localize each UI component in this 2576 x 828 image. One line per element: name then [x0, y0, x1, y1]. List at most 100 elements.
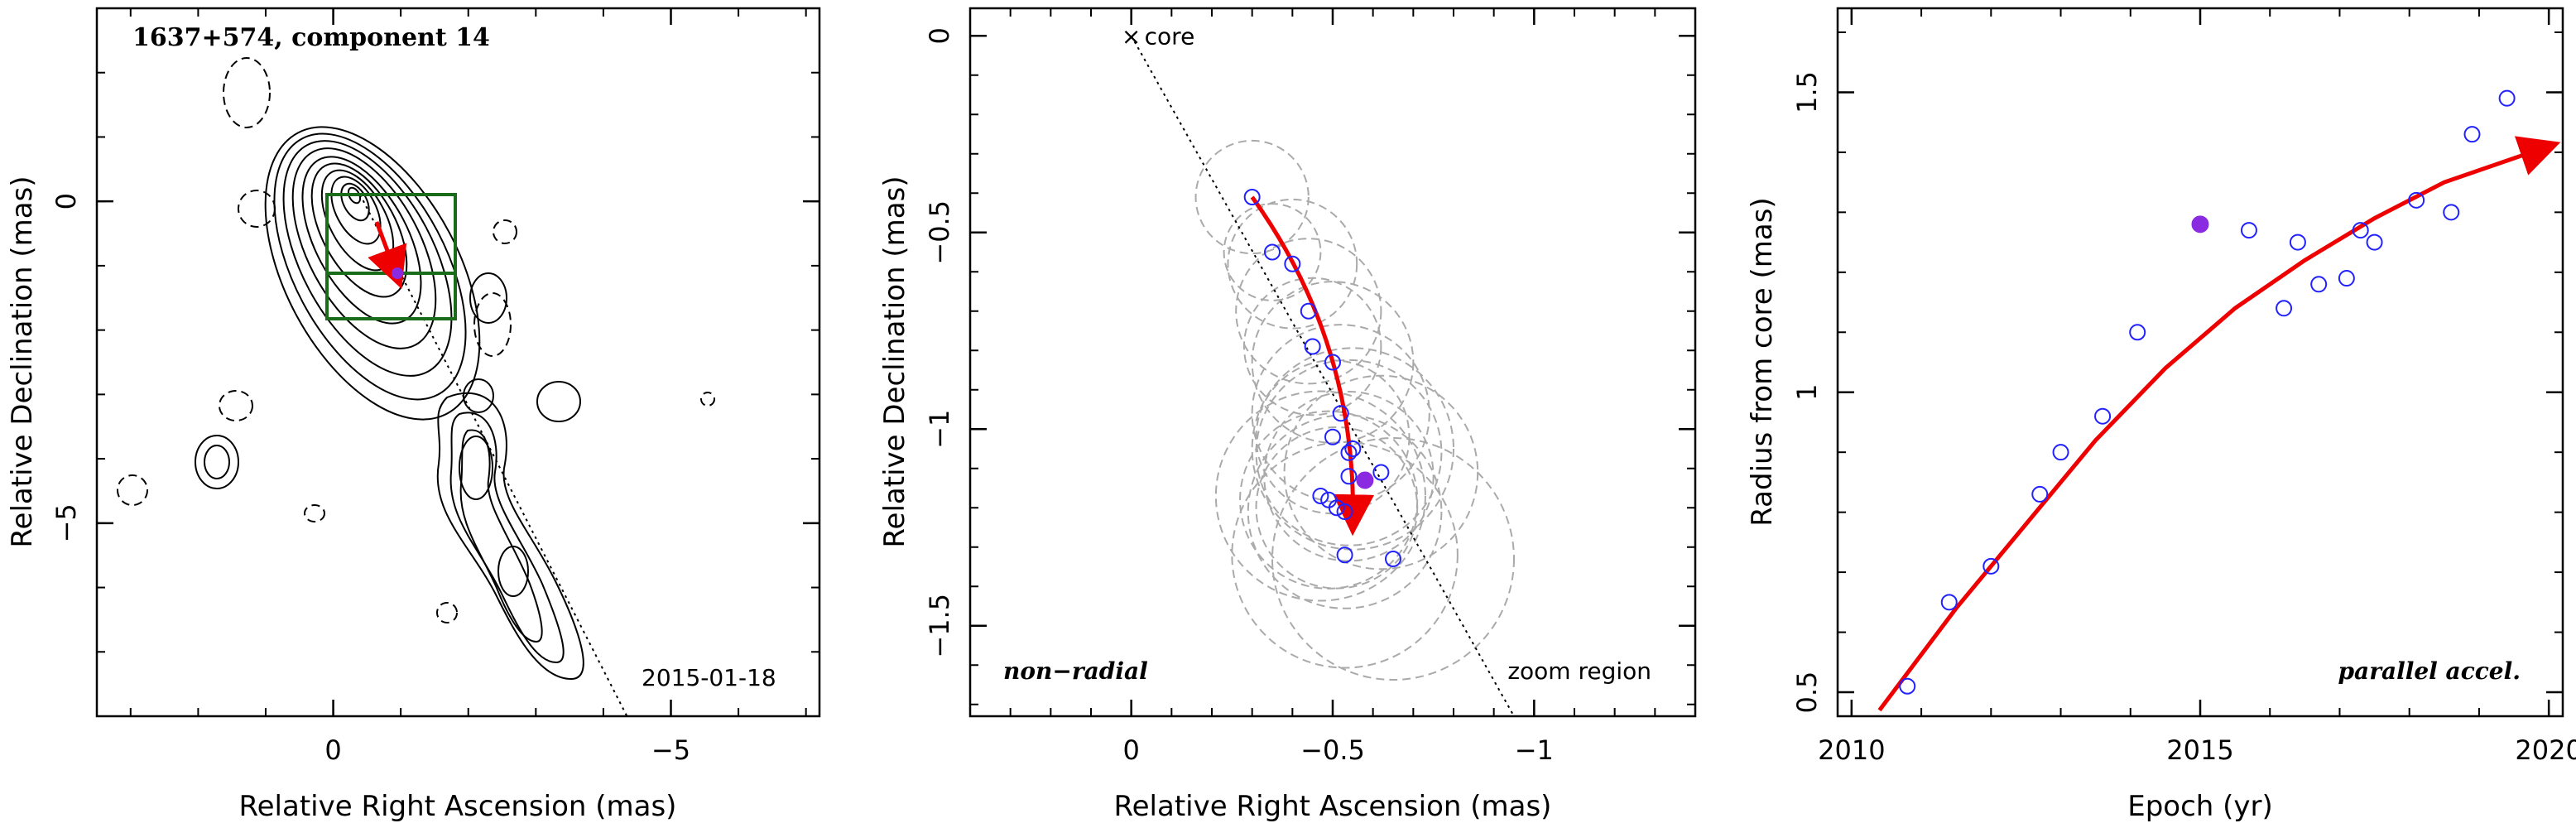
zoom-box	[325, 193, 457, 320]
component-position-marker	[392, 267, 403, 279]
uncertainty-circle	[1251, 347, 1455, 551]
data-point	[2094, 407, 2112, 425]
data-point	[1324, 428, 1341, 445]
panel3-xlabel: Epoch (yr)	[2127, 790, 2273, 823]
jet-blob-3	[469, 272, 507, 324]
x-tick-label: −5	[651, 734, 690, 766]
zoom-jet-axis-line	[1130, 35, 1515, 716]
data-point	[1940, 594, 1958, 611]
panel-radius-epoch: 2010 2015 2020 0.5 1 1.5 parallel accel. Epoc…	[1746, 7, 2576, 823]
jet-contour-1	[436, 392, 584, 681]
data-point	[1243, 189, 1261, 205]
uncertainty-circle	[1255, 426, 1419, 590]
uncertainty-circle	[1235, 238, 1382, 385]
data-point	[1284, 255, 1301, 272]
jet-axis-line	[359, 194, 628, 716]
core-contour-4	[291, 147, 437, 349]
uncertainty-circle	[1271, 437, 1515, 681]
data-point	[2408, 191, 2425, 209]
neg-contour-4	[473, 292, 512, 357]
core-contour-5	[301, 156, 422, 325]
neg-contour-2	[238, 190, 276, 228]
data-point	[2498, 89, 2516, 107]
y-tick-label: 0	[924, 27, 955, 44]
jet-contours	[195, 272, 584, 681]
zoom-region-label: zoom region	[1507, 657, 1651, 685]
neg-contour-1	[223, 57, 271, 128]
data-point	[2338, 270, 2355, 287]
uncertainty-circle	[1239, 410, 1419, 590]
x-tick-label: 2020	[2515, 734, 2576, 766]
uncertainty-circle	[1194, 139, 1310, 255]
data-point	[1340, 468, 1358, 485]
data-point	[1336, 546, 1353, 564]
data-point	[1899, 677, 1916, 695]
core-marker: ×	[1122, 22, 1141, 50]
y-tick-label: 0	[50, 193, 82, 209]
zoom-points	[1243, 189, 1401, 567]
x-tick-label: −1	[1515, 734, 1554, 766]
contour-layer	[117, 57, 715, 716]
x-tick-label: 0	[1122, 734, 1139, 766]
data-point	[2052, 444, 2069, 461]
non-radial-label: non−radial	[1003, 657, 1148, 685]
panel2-ylabel: Relative Declination (mas)	[878, 176, 911, 547]
core-label: core	[1145, 22, 1195, 50]
panel1-ylabel: Relative Declination (mas)	[6, 176, 39, 547]
uncertainty-circle	[1255, 359, 1443, 546]
west-blob-outer	[195, 435, 239, 489]
y-tick-label: −0.5	[924, 200, 955, 265]
panel1-xlabel: Relative Right Ascension (mas)	[239, 790, 677, 823]
data-point	[1304, 338, 1321, 355]
y-tick-label: 1	[1791, 384, 1823, 401]
core-contour-1	[264, 126, 481, 421]
filled-data-point	[1356, 471, 1374, 489]
zoom-track-arrow	[1250, 195, 1375, 537]
data-point	[2129, 324, 2146, 341]
uncertainty-circle	[1227, 198, 1358, 330]
y-tick-label: −5	[50, 503, 82, 542]
jet-contour-2	[449, 412, 565, 664]
core-contour-2	[273, 132, 467, 401]
data-point	[1982, 557, 2000, 575]
uncertainty-circle	[1231, 440, 1459, 669]
zoom-plot-layer: × core	[1122, 22, 1515, 716]
core-contour-9	[340, 182, 370, 222]
data-point	[1340, 444, 1358, 461]
neg-contour-3	[493, 219, 517, 244]
y-tick-label: −1.5	[924, 594, 955, 658]
negative-contours	[117, 57, 715, 623]
panel-zoom-scatter: × core 0 −0.5 −1 0 −0.5 −1 −1.5 non−radial zoo…	[878, 7, 1697, 823]
jet-knot-2	[497, 546, 529, 597]
data-point	[1336, 503, 1353, 520]
data-point	[1344, 440, 1362, 457]
data-point	[2031, 485, 2049, 503]
neg-contour-6	[117, 474, 148, 506]
data-point	[1324, 354, 1341, 371]
uncertainty-circle	[1255, 359, 1411, 515]
data-point	[2443, 204, 2460, 221]
parallel-accel-label: parallel accel.	[2338, 657, 2521, 685]
panel1-axis-ticks: 0 −5 0 −5	[50, 7, 819, 766]
radius-points	[1899, 89, 2516, 695]
jet-knot-1	[459, 436, 493, 500]
uncertainty-circle	[1242, 277, 1382, 416]
data-point	[2310, 276, 2328, 293]
x-tick-label: 2010	[1818, 734, 1885, 766]
epoch-label: 2015-01-18	[642, 664, 776, 691]
data-point	[2463, 126, 2481, 143]
uncertainty-circles	[1194, 139, 1515, 681]
y-tick-label: 0.5	[1791, 672, 1823, 714]
panel3-axis-ticks: 2010 2015 2020 0.5 1 1.5	[1791, 8, 2576, 766]
panel2-axis-ticks: 0 −0.5 −1 0 −0.5 −1 −1.5	[924, 8, 1695, 766]
data-point	[1264, 243, 1281, 261]
data-point	[1328, 499, 1345, 517]
data-point	[2276, 300, 2293, 317]
west-blob-inner	[204, 445, 230, 479]
data-point	[2240, 222, 2257, 239]
component-track-arrow	[368, 221, 407, 290]
panel1-title: 1637+574, component 14	[132, 23, 490, 52]
panel3-ylabel: Radius from core (mas)	[1746, 197, 1779, 526]
panel-contour-map: 0 −5 0 −5 1637+574, component 14 2015-01-18…	[6, 7, 821, 823]
x-tick-label: 2015	[2166, 734, 2233, 766]
